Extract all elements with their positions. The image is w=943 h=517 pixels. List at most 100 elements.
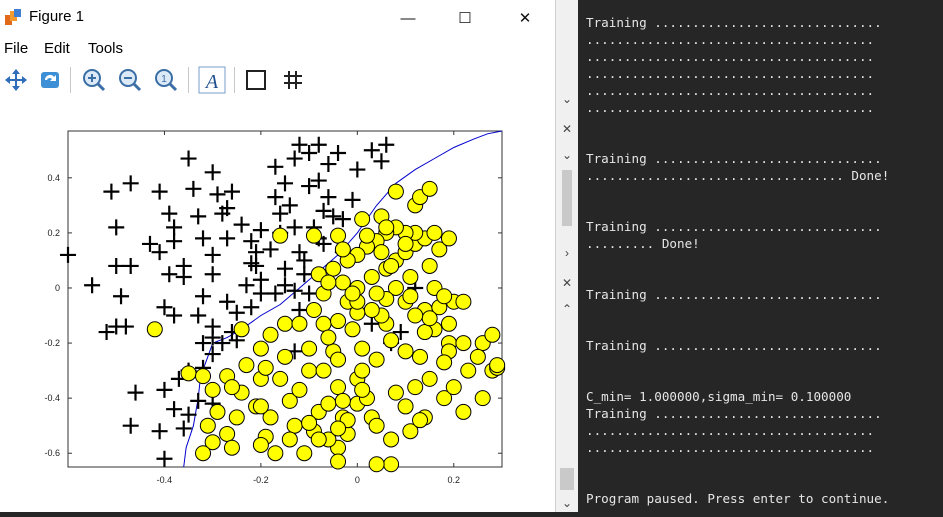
circle-marker — [460, 362, 477, 379]
circle-marker — [354, 381, 371, 398]
chevron-down-icon[interactable]: ⌄ — [561, 496, 573, 510]
menu-edit[interactable]: Edit — [44, 40, 70, 57]
insert-text-icon[interactable]: A — [196, 64, 228, 96]
circle-marker — [383, 456, 400, 473]
circle-marker — [223, 379, 240, 396]
plus-marker — [195, 230, 212, 247]
plus-marker — [277, 260, 293, 277]
plus-marker — [180, 406, 197, 423]
minimize-button[interactable]: — — [378, 0, 438, 36]
window-title: Figure 1 — [29, 8, 85, 25]
circle-marker — [484, 326, 501, 343]
circle-marker — [387, 384, 404, 401]
plus-marker — [204, 346, 221, 363]
circle-marker — [252, 398, 269, 415]
circle-marker — [228, 409, 245, 426]
menu-file[interactable]: File — [4, 40, 29, 57]
circle-marker — [281, 392, 298, 409]
circle-marker — [397, 235, 414, 252]
title-bar[interactable]: Figure 1 — ☐ ✕ — [0, 0, 555, 36]
close-icon[interactable]: ✕ — [561, 122, 573, 136]
circle-marker — [383, 332, 400, 349]
circle-marker — [219, 425, 236, 442]
circle-marker — [291, 315, 308, 332]
circle-marker — [204, 434, 221, 451]
circle-marker — [209, 403, 226, 420]
plus-marker — [204, 164, 221, 181]
plus-marker — [156, 381, 173, 398]
grid-icon[interactable] — [277, 64, 309, 96]
svg-text:1: 1 — [161, 74, 167, 85]
circle-marker — [315, 362, 332, 379]
plus-marker — [204, 329, 221, 346]
circle-marker — [368, 285, 385, 302]
toolbar-separator — [188, 67, 189, 93]
menu-tools[interactable]: Tools — [88, 40, 124, 57]
plus-marker — [103, 183, 120, 200]
chevron-up-icon[interactable]: ⌃ — [561, 302, 573, 316]
circle-marker — [330, 453, 347, 470]
chevron-right-icon[interactable]: › — [565, 246, 569, 260]
zoom-out-icon[interactable] — [114, 64, 146, 96]
scrollbar-thumb[interactable] — [560, 468, 574, 490]
circle-marker — [330, 313, 347, 330]
chevron-down-icon[interactable]: ⌄ — [561, 92, 573, 106]
rotate-icon[interactable] — [34, 64, 66, 96]
plus-marker — [219, 230, 236, 247]
axes-box-icon[interactable] — [240, 64, 272, 96]
scrollbar-thumb[interactable] — [562, 170, 572, 226]
plus-marker — [252, 285, 269, 302]
circle-marker — [262, 409, 279, 426]
plus-marker — [363, 315, 380, 332]
plus-marker — [228, 304, 245, 321]
plus-marker — [243, 255, 260, 272]
close-button[interactable]: ✕ — [495, 0, 555, 36]
plus-marker — [113, 288, 130, 305]
plus-marker — [315, 235, 332, 252]
plus-marker — [320, 156, 337, 173]
chevron-down-icon[interactable]: ⌄ — [561, 148, 573, 162]
plus-marker — [291, 244, 308, 261]
maximize-button[interactable]: ☐ — [435, 0, 495, 36]
circle-marker — [368, 351, 385, 368]
circle-marker — [315, 315, 332, 332]
circle-marker — [267, 445, 284, 462]
pan-icon[interactable] — [0, 64, 32, 96]
circle-marker — [363, 268, 380, 285]
plus-marker — [334, 211, 351, 228]
circle-marker — [277, 315, 293, 332]
zoom-in-icon[interactable] — [78, 64, 110, 96]
circle-marker — [412, 348, 429, 365]
scatter-chart[interactable]: -0.4 -0.2 0 0.2 0.4 0.2 0 -0.2 -0.4 -0.6 — [0, 98, 555, 512]
plus-marker — [223, 183, 240, 200]
plus-marker — [190, 208, 207, 225]
circle-marker — [436, 390, 453, 407]
circle-marker — [421, 180, 438, 197]
plus-marker — [267, 189, 284, 206]
circle-marker — [195, 445, 212, 462]
plus-marker — [161, 266, 178, 283]
circle-marker — [301, 414, 318, 431]
circle-marker — [330, 351, 347, 368]
plus-marker — [204, 266, 221, 283]
zoom-reset-icon[interactable]: 1 — [150, 64, 182, 96]
circle-marker — [383, 431, 400, 448]
plus-marker — [248, 244, 265, 261]
circle-marker — [344, 285, 361, 302]
circle-marker — [412, 412, 429, 429]
circle-marker — [445, 379, 462, 396]
x-tick-label: -0.4 — [157, 475, 173, 485]
x-tick-label: 0 — [355, 475, 360, 485]
plus-marker — [272, 205, 289, 222]
plus-marker — [166, 401, 183, 418]
plus-marker — [291, 136, 308, 153]
circle-marker — [330, 227, 347, 244]
plus-marker — [349, 161, 366, 178]
plus-marker — [219, 293, 236, 310]
plus-marker — [108, 219, 125, 236]
circle-marker — [180, 365, 197, 382]
plus-marker — [166, 233, 183, 250]
close-icon[interactable]: ✕ — [561, 276, 573, 290]
matlab-figure-icon — [5, 9, 21, 25]
plus-marker — [190, 392, 207, 409]
